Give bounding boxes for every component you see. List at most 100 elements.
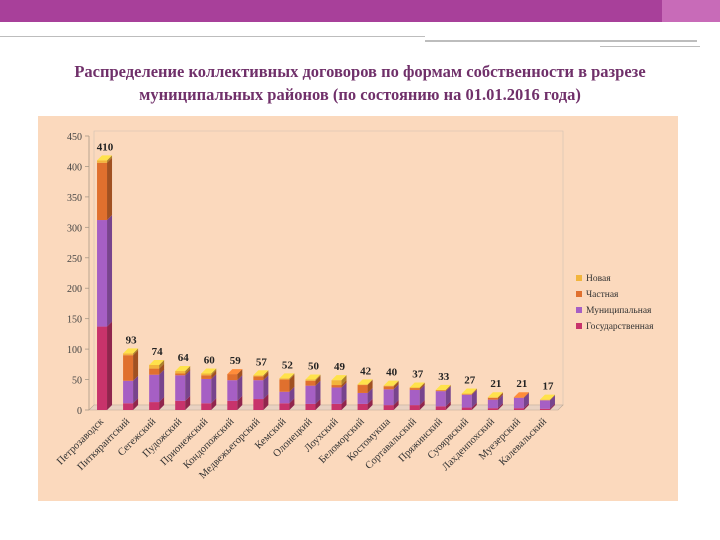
bar-segment-side — [211, 368, 217, 376]
bar-segment-side — [263, 394, 269, 410]
header-bar — [0, 0, 720, 22]
bar-segment — [461, 393, 472, 395]
bar-segment-side — [289, 374, 295, 392]
bar-segment-side — [185, 366, 191, 374]
bar-total-label: 17 — [542, 381, 554, 393]
bar-segment — [409, 405, 420, 410]
legend-label: Государственная — [586, 322, 654, 332]
bar-segment — [253, 399, 264, 410]
bar-top-face — [357, 379, 373, 385]
bar-top-face — [461, 388, 477, 394]
bar-segment-side — [497, 403, 503, 410]
bar-segment-side — [471, 389, 477, 408]
bar-segment-side — [341, 380, 347, 388]
bar-segment — [279, 391, 290, 404]
bar-segment-side — [159, 363, 165, 375]
header-rule-left — [0, 36, 425, 37]
bar-total-label: 21 — [490, 378, 501, 390]
bar-segment-side — [393, 400, 399, 410]
y-tick-label: 150 — [67, 315, 82, 326]
bar-segment — [513, 397, 524, 398]
legend-swatch — [576, 275, 582, 281]
legend-swatch — [576, 323, 582, 329]
bar-total-label: 60 — [204, 354, 216, 366]
bar-segment-side — [445, 385, 451, 392]
bar-segment — [435, 389, 446, 391]
bar-segment-side — [445, 401, 451, 410]
bar-segment — [149, 368, 160, 375]
bar-segment — [201, 403, 212, 410]
bar-segment-side — [497, 394, 503, 409]
bar-segment — [97, 160, 108, 163]
bar-segment — [201, 378, 212, 404]
header-rule-right-2 — [600, 46, 700, 47]
legend-label: Новая — [586, 274, 611, 284]
bar-segment — [357, 384, 368, 386]
bar-segment — [175, 400, 186, 410]
bar-segment-side — [393, 381, 399, 390]
bar-segment — [279, 378, 290, 380]
y-tick-label: 250 — [67, 254, 82, 265]
bar-total-label: 21 — [516, 378, 527, 390]
bar-segment-side — [237, 395, 243, 410]
bar-segment-side — [159, 397, 165, 410]
bar-segment — [279, 379, 290, 392]
legend-swatch — [576, 307, 582, 313]
header-rule-right — [425, 40, 697, 42]
bar-total-label: 57 — [256, 356, 268, 368]
legend-label: Частная — [586, 290, 619, 300]
y-tick-label: 100 — [67, 345, 82, 356]
bar-segment — [201, 373, 212, 376]
bar-top-face — [539, 394, 555, 400]
bar-segment — [435, 391, 446, 407]
bar-segment-side — [133, 348, 139, 356]
bar-segment-side — [237, 375, 243, 401]
bar-segment — [409, 388, 420, 390]
bar-segment — [539, 399, 550, 401]
bar-total-label: 64 — [178, 352, 190, 364]
bar-segment-side — [107, 215, 113, 327]
bar-segment — [539, 408, 550, 410]
bar-segment — [435, 406, 446, 410]
bar-segment — [435, 390, 446, 392]
bar-segment-side — [211, 398, 217, 410]
bar-segment-side — [315, 380, 321, 404]
bar-top-face — [97, 155, 113, 161]
bar-segment — [175, 375, 186, 401]
bar-segment — [123, 403, 134, 410]
bar-segment-side — [133, 398, 139, 410]
bar-segment — [357, 385, 368, 393]
bar-segment — [305, 403, 316, 410]
bar-segment-side — [367, 379, 373, 386]
bar-segment-side — [289, 386, 295, 404]
bar-segment-side — [549, 403, 555, 410]
bar-segment — [279, 403, 290, 410]
bar-segment — [513, 397, 524, 409]
bar-top-face — [227, 369, 243, 375]
bar-total-label: 410 — [97, 141, 114, 153]
bar-segment-side — [419, 400, 425, 410]
bar-segment — [253, 380, 264, 400]
bar-total-label: 40 — [386, 367, 398, 379]
bar-segment — [305, 380, 316, 386]
bar-segment-side — [159, 369, 165, 403]
bar-total-label: 52 — [282, 359, 294, 371]
bar-segment-side — [419, 383, 425, 390]
bar-segment-side — [341, 375, 347, 386]
bar-total-label: 42 — [360, 365, 372, 377]
bar-segment-side — [497, 392, 503, 398]
bar-segment — [201, 375, 212, 379]
bar-segment — [487, 399, 498, 409]
plot-back-wall — [93, 130, 564, 406]
bar-segment-side — [549, 394, 555, 401]
bar-segment — [227, 374, 238, 381]
bar-segment-side — [497, 392, 503, 400]
bar-top-face — [331, 375, 347, 381]
bar-top-face — [149, 359, 165, 365]
bar-segment — [305, 379, 316, 381]
bar-total-label: 27 — [464, 375, 476, 387]
bar-segment-side — [263, 371, 269, 381]
bar-segment-side — [237, 369, 243, 381]
bar-segment-side — [367, 387, 373, 404]
bar-total-label: 49 — [334, 361, 346, 373]
